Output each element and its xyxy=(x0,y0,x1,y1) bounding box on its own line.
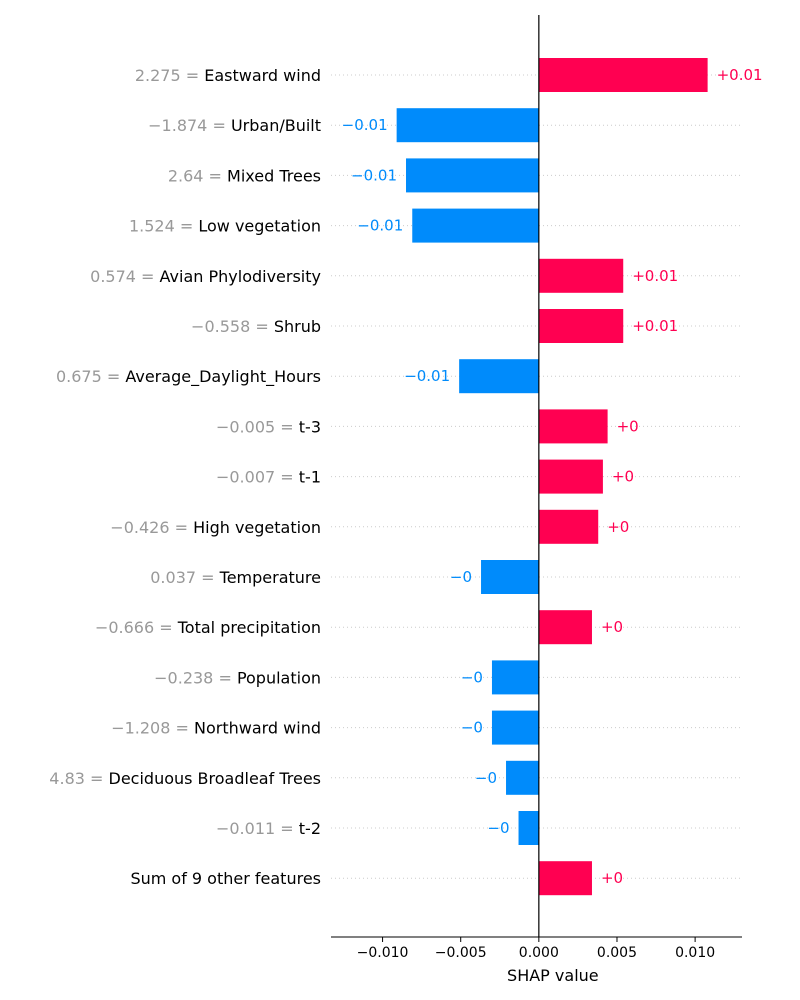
x-axis-label: SHAP value xyxy=(507,966,599,985)
feature-label: −0.011 = t-2 xyxy=(216,819,321,838)
value-label: −0 xyxy=(461,719,483,737)
x-tick-label: −0.005 xyxy=(435,945,487,961)
feature-value: 2.275 = xyxy=(135,66,204,85)
value-label: −0.01 xyxy=(357,217,403,235)
feature-value: 0.574 = xyxy=(90,267,159,286)
feature-label: 0.675 = Average_Daylight_Hours xyxy=(56,367,321,387)
feature-value: 0.037 = xyxy=(150,568,219,587)
feature-value: 0.675 = xyxy=(56,367,125,386)
feature-label: 1.524 = Low vegetation xyxy=(129,217,321,236)
value-label: +0.01 xyxy=(717,66,763,84)
feature-name: Shrub xyxy=(274,317,321,336)
value-labels: +0.01 −0.01 −0.01 −0.01 +0.01 +0.01 −0.01 +0 +0 +… xyxy=(342,66,763,887)
feature-name: Eastward wind xyxy=(204,66,321,85)
x-tick-label: 0.005 xyxy=(597,945,637,961)
bar-negative xyxy=(491,710,539,745)
x-tick-label: 0.010 xyxy=(675,945,715,961)
bar-positive xyxy=(538,509,599,544)
feature-name: Avian Phylodiversity xyxy=(160,267,321,286)
feature-label: −0.558 = Shrub xyxy=(191,317,321,336)
feature-value: −1.874 = xyxy=(148,116,231,135)
feature-name: Deciduous Broadleaf Trees xyxy=(109,769,322,788)
feature-name: t-1 xyxy=(299,468,321,487)
value-label: +0 xyxy=(607,518,629,536)
feature-label: Sum of 9 other features xyxy=(130,869,321,888)
bar-positive xyxy=(538,610,592,645)
value-label: −0.01 xyxy=(404,367,450,385)
bars xyxy=(396,58,708,896)
feature-name: Northward wind xyxy=(194,719,321,738)
bar-positive xyxy=(538,459,603,494)
feature-label: −1.874 = Urban/Built xyxy=(148,116,321,135)
feature-label: 0.574 = Avian Phylodiversity xyxy=(90,267,321,286)
bar-positive xyxy=(538,58,708,92)
feature-name: High vegetation xyxy=(193,518,321,537)
feature-name: Population xyxy=(237,668,321,687)
feature-label: −0.005 = t-3 xyxy=(216,417,321,436)
feature-value: −0.011 = xyxy=(216,819,299,838)
feature-name: Temperature xyxy=(219,568,321,587)
value-label: +0 xyxy=(617,417,639,435)
bar-positive xyxy=(538,309,624,343)
feature-value: −0.426 = xyxy=(110,518,193,537)
x-tick-label: 0.000 xyxy=(519,945,559,961)
feature-label: −0.007 = t-1 xyxy=(216,468,321,487)
feature-name: Mixed Trees xyxy=(227,166,321,185)
value-label: −0.01 xyxy=(342,116,388,134)
feature-name: Total precipitation xyxy=(177,618,321,637)
feature-label: −0.238 = Population xyxy=(154,668,321,687)
feature-label: 2.64 = Mixed Trees xyxy=(168,166,321,185)
feature-label: −0.426 = High vegetation xyxy=(110,518,321,537)
value-label: −0 xyxy=(461,668,483,686)
bar-negative xyxy=(481,560,539,594)
value-label: −0.01 xyxy=(351,166,397,184)
feature-name: Average_Daylight_Hours xyxy=(125,367,321,387)
feature-value: −0.007 = xyxy=(216,468,299,487)
bar-positive xyxy=(538,861,592,896)
bar-positive xyxy=(538,258,624,293)
feature-value: −0.005 = xyxy=(216,417,299,436)
bar-negative xyxy=(396,108,539,143)
value-label: +0 xyxy=(601,618,623,636)
grid-lines xyxy=(331,74,742,879)
value-label: −0 xyxy=(450,568,472,586)
feature-label: −1.208 = Northward wind xyxy=(111,719,321,738)
feature-value: 4.83 = xyxy=(49,769,108,788)
feature-label: 0.037 = Temperature xyxy=(150,568,321,587)
bar-negative xyxy=(518,811,539,845)
value-label: +0 xyxy=(612,468,634,486)
feature-label: 2.275 = Eastward wind xyxy=(135,66,321,85)
feature-value: 2.64 = xyxy=(168,166,227,185)
feature-value: −0.238 = xyxy=(154,668,237,687)
feature-value: −0.558 = xyxy=(191,317,274,336)
feature-labels: 2.275 = Eastward wind −1.874 = Urban/Buil… xyxy=(49,66,321,888)
bar-negative xyxy=(406,158,539,193)
feature-name: t-2 xyxy=(299,819,321,838)
feature-value: 1.524 = xyxy=(129,217,198,236)
value-label: −0 xyxy=(475,769,497,787)
bar-negative xyxy=(412,208,539,243)
feature-name: Low vegetation xyxy=(198,217,321,236)
bar-negative xyxy=(491,660,539,695)
value-label: +0.01 xyxy=(632,267,678,285)
feature-name: Urban/Built xyxy=(231,116,321,135)
value-label: +0.01 xyxy=(632,317,678,335)
feature-name: t-3 xyxy=(299,417,321,436)
feature-label: −0.666 = Total precipitation xyxy=(95,618,321,637)
bar-negative xyxy=(459,359,539,394)
value-label: +0 xyxy=(601,869,623,887)
feature-value: −1.208 = xyxy=(111,719,194,738)
bar-negative xyxy=(506,760,539,795)
feature-label: 4.83 = Deciduous Broadleaf Trees xyxy=(49,769,321,788)
feature-name: Sum of 9 other features xyxy=(130,869,321,888)
x-tick-label: −0.010 xyxy=(357,945,409,961)
bar-positive xyxy=(538,409,608,444)
x-axis: −0.010 −0.005 0.000 0.005 0.010 xyxy=(331,936,742,961)
value-label: −0 xyxy=(487,819,509,837)
feature-value: −0.666 = xyxy=(95,618,178,637)
